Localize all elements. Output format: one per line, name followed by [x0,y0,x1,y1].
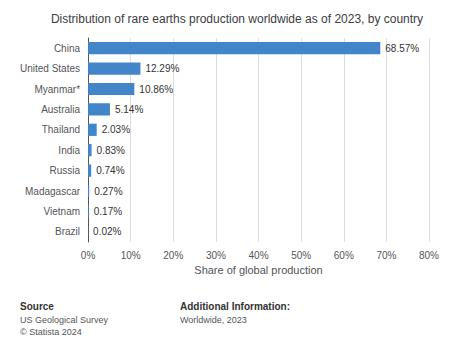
svg-text:United States: United States [20,63,80,74]
svg-text:5.14%: 5.14% [115,104,143,115]
svg-text:0.17%: 0.17% [94,206,122,217]
svg-text:68.57%: 68.57% [385,43,419,54]
svg-text:Australia: Australia [41,104,80,115]
svg-text:10.86%: 10.86% [139,84,173,95]
svg-text:80%: 80% [419,250,439,261]
svg-text:10%: 10% [121,250,141,261]
svg-text:0.83%: 0.83% [97,145,125,156]
svg-text:Brazil: Brazil [55,226,80,237]
svg-text:40%: 40% [249,250,269,261]
svg-text:60%: 60% [334,250,354,261]
svg-text:70%: 70% [376,250,396,261]
svg-text:2.03%: 2.03% [102,124,130,135]
svg-text:China: China [54,43,81,54]
svg-text:0.27%: 0.27% [94,186,122,197]
svg-text:Madagascar: Madagascar [25,186,81,197]
svg-text:0.02%: 0.02% [93,226,121,237]
svg-text:Source: Source [20,301,54,312]
svg-text:0.74%: 0.74% [96,165,124,176]
svg-text:Additional Information:: Additional Information: [180,301,290,312]
svg-text:0%: 0% [81,250,96,261]
svg-text:12.29%: 12.29% [145,63,179,74]
svg-text:Thailand: Thailand [42,124,80,135]
svg-text:20%: 20% [163,250,183,261]
svg-text:Worldwide, 2023: Worldwide, 2023 [180,315,247,325]
svg-text:Myanmar*: Myanmar* [34,84,80,95]
svg-text:Vietnam: Vietnam [44,206,81,217]
svg-text:US Geological Survey: US Geological Survey [20,315,109,325]
svg-text:Share of global production: Share of global production [194,264,322,276]
svg-text:50%: 50% [291,250,311,261]
svg-text:Distribution of rare earths pr: Distribution of rare earths production w… [51,12,423,26]
svg-text:Russia: Russia [49,165,80,176]
svg-text:India: India [58,145,80,156]
svg-text:© Statista 2024: © Statista 2024 [20,327,82,337]
svg-text:30%: 30% [206,250,226,261]
